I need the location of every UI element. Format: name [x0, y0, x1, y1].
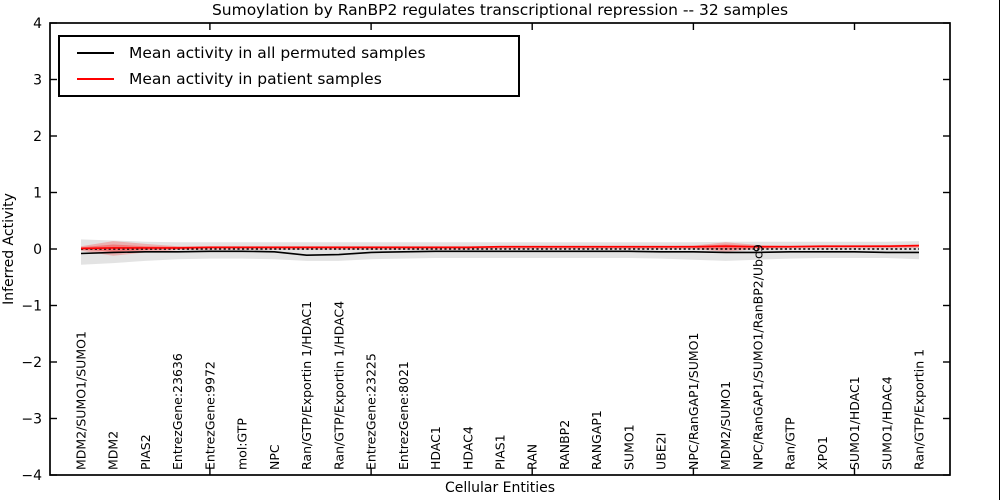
- x-category-label: EntrezGene:23636: [170, 353, 185, 470]
- x-category-label: MDM2/SUMO1/SUMO1: [74, 331, 89, 470]
- y-axis-label: Inferred Activity: [1, 193, 17, 305]
- x-category-label: Ran/GTP/Exportin 1/HDAC4: [331, 301, 346, 470]
- x-category-label: MDM2/SUMO1: [718, 381, 733, 470]
- x-category-label: XPO1: [815, 436, 830, 470]
- x-category-label: EntrezGene:8021: [396, 361, 411, 470]
- x-category-label: UBE2I: [654, 433, 669, 470]
- legend-line-sample-black: [77, 52, 114, 54]
- y-tick-label: 1: [33, 186, 42, 202]
- x-category-label: SUMO1: [621, 424, 636, 470]
- x-category-label: NPC/RanGAP1/SUMO1/RanBP2/Ubc9: [750, 244, 765, 470]
- permuted-mean-line: [80, 250, 919, 257]
- patient-mean-line: [80, 244, 920, 250]
- y-tick-label: 4: [33, 16, 42, 32]
- legend-item-patient: Mean activity in patient samples: [77, 70, 518, 88]
- legend-label-patient: Mean activity in patient samples: [129, 70, 382, 88]
- legend: Mean activity in all permuted samples Me…: [58, 35, 520, 97]
- x-category-label: HDAC1: [428, 426, 443, 470]
- x-category-label: NPC: [267, 444, 282, 470]
- x-category-label: Ran/GTP/Exportin 1/HDAC1: [299, 301, 314, 470]
- x-category-label: PIAS2: [138, 434, 153, 470]
- x-category-label: Ran/GTP/Exportin 1: [912, 349, 927, 470]
- y-tick-label: −2: [21, 355, 42, 371]
- x-category-label: HDAC4: [460, 426, 475, 470]
- y-tick-label: −4: [21, 468, 42, 484]
- x-category-label: mol:GTP: [235, 418, 250, 470]
- y-tick-label: 0: [33, 242, 42, 258]
- y-tick-label: 2: [33, 129, 42, 145]
- legend-line-sample-red: [77, 78, 114, 80]
- x-category-label: SUMO1/HDAC4: [879, 376, 894, 470]
- y-tick-label: −3: [21, 412, 42, 428]
- legend-label-permuted: Mean activity in all permuted samples: [129, 44, 426, 62]
- x-axis-label: Cellular Entities: [444, 480, 556, 496]
- x-category-label: EntrezGene:9972: [202, 361, 217, 470]
- y-tick-label: −1: [21, 299, 42, 315]
- x-category-label: Ran/GTP: [783, 417, 798, 470]
- x-category-label: EntrezGene:23225: [364, 353, 379, 470]
- y-tick-label: 3: [33, 73, 42, 89]
- x-category-label: RANGAP1: [589, 410, 604, 470]
- x-category-label: NPC/RanGAP1/SUMO1: [686, 333, 701, 470]
- chart-title: Sumoylation by RanBP2 regulates transcri…: [211, 1, 789, 19]
- x-category-label: SUMO1/HDAC1: [847, 376, 862, 470]
- x-category-label: PIAS1: [493, 434, 508, 470]
- x-category-label: MDM2: [106, 431, 121, 470]
- legend-item-permuted: Mean activity in all permuted samples: [77, 44, 518, 62]
- x-category-label: RAN: [525, 444, 540, 470]
- x-category-label: RANBP2: [557, 420, 572, 470]
